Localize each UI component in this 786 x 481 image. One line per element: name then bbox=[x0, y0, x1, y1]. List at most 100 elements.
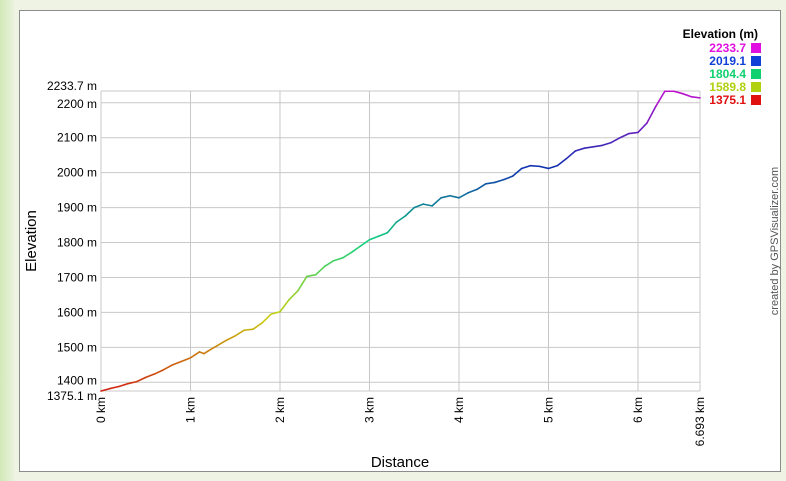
line-segment-34 bbox=[395, 215, 407, 224]
x-tick-label-3: 3 km bbox=[362, 397, 376, 423]
legend-value-1: 2019.1 bbox=[709, 54, 746, 68]
line-segment-65 bbox=[672, 90, 684, 95]
line-segment-62 bbox=[646, 105, 657, 124]
line-segment-43 bbox=[476, 183, 487, 191]
legend-swatch-2 bbox=[751, 69, 761, 79]
y-tick-label-3: 1600 m bbox=[57, 305, 97, 319]
line-segment-28 bbox=[341, 251, 353, 259]
legend-title: Elevation (m) bbox=[683, 27, 758, 41]
line-segment-15 bbox=[225, 335, 237, 342]
x-axis-ticks: 0 km 1 km 2 km 3 km 4 km 5 km 6 km 6.693 km bbox=[94, 397, 707, 446]
credit-text: created by GPSVisualizer.com bbox=[769, 167, 781, 315]
line-segment-0 bbox=[100, 387, 111, 392]
line-segment-2 bbox=[118, 382, 129, 388]
legend-swatch-4 bbox=[751, 95, 761, 105]
line-segment-27 bbox=[332, 257, 344, 262]
line-segment-38 bbox=[431, 197, 442, 207]
x-tick-label-2: 2 km bbox=[273, 397, 287, 423]
line-segment-14 bbox=[216, 339, 228, 347]
line-segment-61 bbox=[637, 122, 648, 134]
line-segment-20 bbox=[270, 310, 281, 315]
y-tick-label-2: 1500 m bbox=[57, 340, 97, 354]
legend-value-0: 2233.7 bbox=[709, 41, 746, 55]
line-segment-44 bbox=[485, 181, 496, 185]
line-segment-31 bbox=[368, 235, 380, 241]
line-segment-23 bbox=[297, 275, 308, 292]
legend-value-2: 1804.4 bbox=[709, 67, 746, 81]
y-tick-label-9: 2200 m bbox=[57, 97, 97, 111]
grid-lines bbox=[100, 90, 701, 392]
x-tick-label-0: 0 km bbox=[94, 397, 108, 423]
line-segment-10 bbox=[189, 351, 201, 359]
line-segment-29 bbox=[350, 245, 362, 254]
legend-value-3: 1589.8 bbox=[709, 80, 746, 94]
line-segment-3 bbox=[127, 380, 138, 385]
y-tick-label-8: 2100 m bbox=[57, 131, 97, 145]
line-segment-39 bbox=[440, 194, 451, 199]
y-tick-label-1: 1400 m bbox=[57, 373, 97, 387]
line-segment-16 bbox=[234, 329, 245, 337]
line-segment-26 bbox=[323, 259, 335, 268]
line-segment-54 bbox=[574, 147, 586, 152]
line-segment-6 bbox=[153, 368, 165, 375]
line-segment-66 bbox=[681, 92, 693, 98]
y-tick-label-7: 2000 m bbox=[57, 166, 97, 180]
line-segment-11 bbox=[198, 351, 205, 355]
legend-swatch-1 bbox=[751, 56, 761, 66]
x-tick-label-4: 4 km bbox=[452, 397, 466, 423]
line-segment-4 bbox=[135, 376, 147, 383]
legend-swatch-0 bbox=[751, 43, 761, 53]
line-segment-60 bbox=[628, 131, 639, 135]
x-tick-label-7: 6.693 km bbox=[693, 397, 707, 446]
line-segment-48 bbox=[520, 164, 532, 170]
legend-value-4: 1375.1 bbox=[709, 93, 746, 107]
line-segment-21 bbox=[279, 299, 290, 313]
line-segment-46 bbox=[502, 175, 514, 181]
x-tick-label-1: 1 km bbox=[183, 397, 197, 423]
line-segment-18 bbox=[252, 322, 263, 330]
line-segment-52 bbox=[556, 157, 568, 167]
line-segment-37 bbox=[422, 203, 433, 207]
line-segment-57 bbox=[601, 141, 612, 147]
x-tick-label-5: 5 km bbox=[541, 397, 555, 423]
line-segment-36 bbox=[413, 203, 424, 209]
line-segment-41 bbox=[458, 192, 469, 199]
line-segment-8 bbox=[171, 360, 183, 366]
line-segment-55 bbox=[583, 146, 595, 149]
line-segment-67 bbox=[690, 96, 701, 99]
line-segment-1 bbox=[109, 385, 120, 390]
x-tick-label-6: 6 km bbox=[631, 397, 645, 423]
line-segment-51 bbox=[547, 164, 559, 170]
y-axis-ticks: 1375.1 m 1400 m 1500 m 1600 m 1700 m 1800 m 19… bbox=[47, 79, 97, 403]
line-segment-19 bbox=[261, 313, 272, 324]
line-segment-59 bbox=[619, 132, 630, 139]
line-segment-53 bbox=[565, 150, 577, 160]
y-tick-label-5: 1800 m bbox=[57, 236, 97, 250]
y-tick-label-6: 1900 m bbox=[57, 201, 97, 215]
chart-panel bbox=[19, 10, 781, 472]
line-segment-35 bbox=[404, 206, 416, 217]
line-segment-56 bbox=[592, 144, 603, 148]
line-segment-47 bbox=[511, 167, 523, 177]
y-axis-title: Elevation bbox=[23, 210, 40, 272]
line-segment-42 bbox=[467, 188, 478, 194]
line-segment-40 bbox=[449, 194, 460, 199]
line-segment-45 bbox=[493, 178, 505, 184]
line-segment-33 bbox=[386, 221, 398, 234]
y-tick-label-4: 1700 m bbox=[57, 270, 97, 284]
x-axis-title: Distance bbox=[371, 454, 429, 471]
line-segment-12 bbox=[203, 350, 210, 355]
line-segment-17 bbox=[243, 328, 254, 332]
line-segment-24 bbox=[306, 273, 317, 278]
line-segment-5 bbox=[144, 373, 156, 379]
line-segment-58 bbox=[610, 136, 621, 144]
line-segment-9 bbox=[180, 357, 192, 363]
line-segment-63 bbox=[655, 90, 666, 108]
line-segment-49 bbox=[529, 164, 541, 168]
line-segment-50 bbox=[538, 165, 550, 170]
elevation-line bbox=[100, 90, 701, 392]
y-tick-label-10: 2233.7 m bbox=[47, 79, 97, 93]
line-segment-32 bbox=[377, 231, 389, 238]
